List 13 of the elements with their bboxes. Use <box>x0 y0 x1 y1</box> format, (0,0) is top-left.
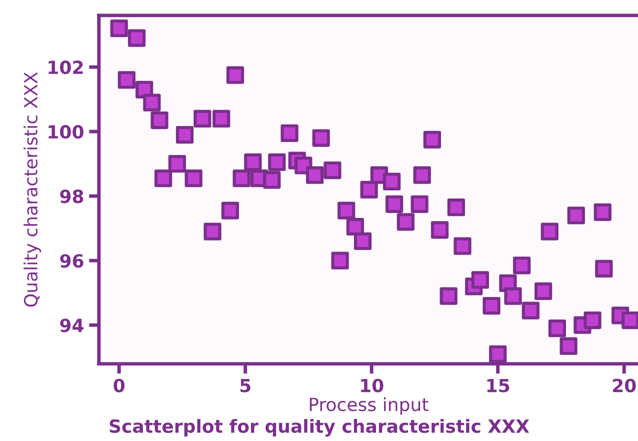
x-tick-label: 5 <box>240 378 250 392</box>
x-axis-title: Process input <box>310 397 428 415</box>
x-tick-label: 0 <box>114 378 125 392</box>
y-tick-label: 96 <box>60 254 84 268</box>
x-tick-label: 20 <box>612 378 636 392</box>
y-axis-title: Quality characteristic XXX <box>24 72 42 307</box>
x-tick-label: 10 <box>361 378 384 392</box>
y-tick-label: 94 <box>60 318 84 332</box>
x-tick-label: 15 <box>487 378 510 392</box>
y-tick-label: 98 <box>60 190 84 204</box>
y-tick-label: 102 <box>48 60 83 74</box>
y-tick-label: 100 <box>48 125 84 139</box>
text: Scatterplot for quality characteristic XXX <box>110 418 530 437</box>
